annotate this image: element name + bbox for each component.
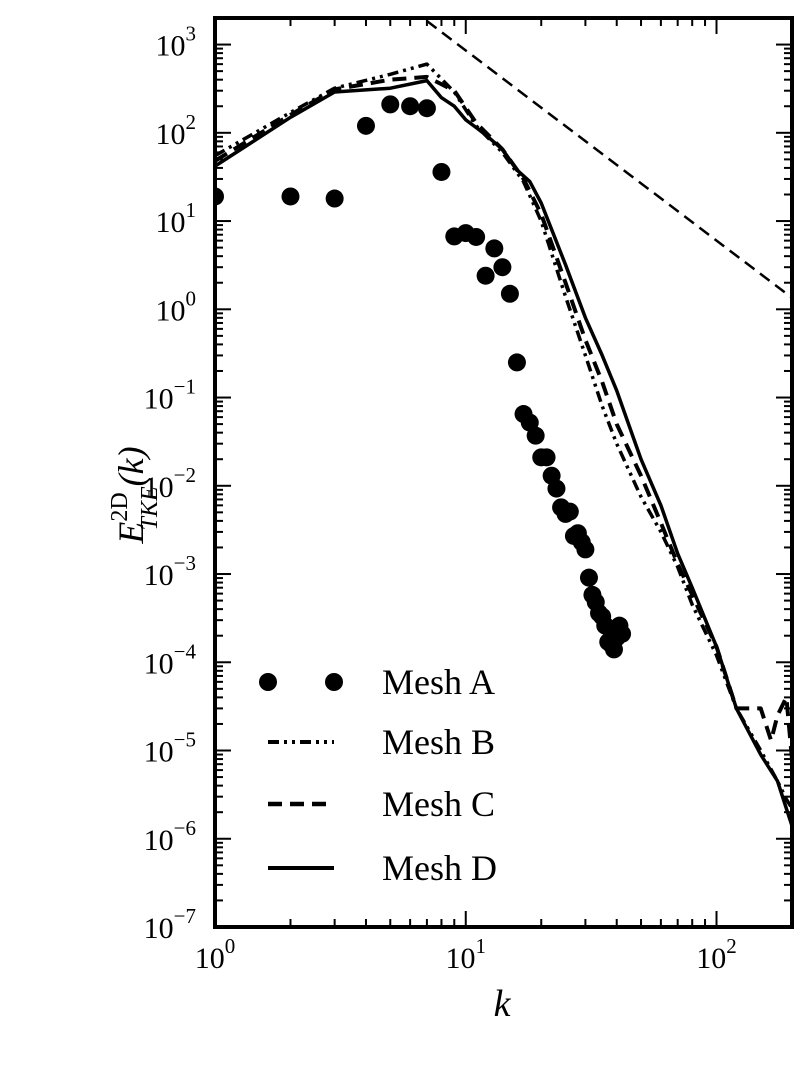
y-label-sub: TKE	[137, 486, 163, 530]
x-tick-label: 100	[195, 934, 236, 975]
x-axis-label: k	[494, 983, 512, 1025]
mesh-a-point	[325, 189, 344, 208]
mesh-a-point	[401, 97, 420, 116]
mesh-a-point	[507, 353, 526, 372]
mesh-a-point	[485, 239, 504, 258]
mesh-a-point	[356, 116, 375, 135]
tick-labels: 103 102 101 100 10−1 10−2 10−3 10−4 10−5 10−6 10−7…	[144, 22, 737, 975]
mesh-a-point	[537, 448, 556, 467]
mesh-a-point	[560, 502, 579, 521]
mesh-a-point	[215, 187, 224, 206]
mesh-a-point	[493, 258, 512, 277]
reference-slope-line	[426, 19, 792, 299]
mesh-a-point	[613, 624, 632, 643]
mesh-a-point	[579, 568, 598, 587]
mesh-a-point	[476, 266, 495, 285]
y-tick-label: 103	[156, 22, 197, 63]
y-tick-label: 10−1	[144, 375, 196, 416]
y-tick-label: 10−6	[144, 816, 196, 857]
y-tick-label: 101	[156, 198, 197, 239]
x-tick-label: 101	[446, 934, 487, 975]
mesh-a-markers	[215, 95, 632, 659]
y-tick-label: 100	[156, 286, 197, 327]
legend-label-mesh-d: Mesh D	[382, 848, 497, 888]
mesh-a-point	[417, 99, 436, 118]
mesh-a-point	[281, 187, 300, 206]
mesh-a-point	[500, 284, 519, 303]
mesh-a-point	[432, 162, 451, 181]
y-axis-label: E2D TKE(k)	[107, 446, 163, 544]
legend-label-mesh-b: Mesh B	[382, 722, 495, 762]
y-tick-label: 10−2	[144, 463, 196, 504]
reference-line	[426, 19, 792, 299]
y-tick-label: 10−7	[144, 904, 196, 945]
mesh-a-point	[381, 95, 400, 114]
plot-frame	[213, 16, 794, 929]
series-line-mesh-d	[215, 78, 792, 827]
mesh-a-point	[547, 479, 566, 498]
mesh-a-point	[467, 227, 486, 246]
mesh-a-point	[526, 426, 545, 445]
x-tick-label: 102	[696, 934, 737, 975]
legend: Mesh A Mesh B Mesh C Mesh D	[259, 662, 497, 888]
series-line-mesh-b	[215, 62, 792, 810]
y-tick-label: 102	[156, 110, 197, 151]
mesh-a-point	[596, 616, 615, 635]
legend-label-mesh-c: Mesh C	[382, 784, 495, 824]
mesh-a-point	[576, 540, 595, 559]
y-label-base: E	[111, 522, 151, 545]
legend-label-mesh-a: Mesh A	[382, 662, 495, 702]
y-label-arg: (k)	[111, 446, 151, 486]
legend-marker-mesh-a	[325, 673, 343, 691]
series-line-mesh-c	[215, 74, 792, 760]
y-tick-label: 10−3	[144, 551, 196, 592]
axis-ticks	[214, 17, 793, 928]
y-tick-label: 10−5	[144, 728, 196, 769]
y-tick-label: 10−4	[144, 639, 197, 680]
y-label-sup: 2D	[107, 492, 133, 521]
series-group	[215, 62, 792, 827]
legend-marker-mesh-a	[259, 673, 277, 691]
